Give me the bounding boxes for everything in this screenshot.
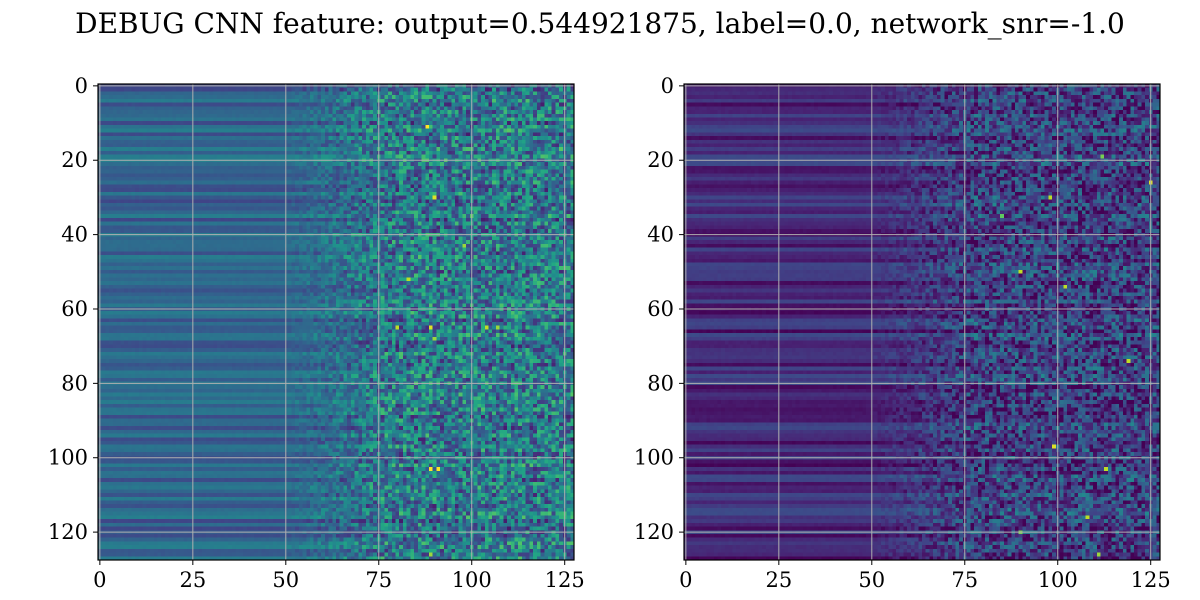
x-tick-label: 25 xyxy=(765,568,792,592)
y-tick-label: 0 xyxy=(75,74,88,98)
figure-title: DEBUG CNN feature: output=0.544921875, l… xyxy=(75,7,1125,40)
x-tick-label: 125 xyxy=(545,568,585,592)
y-tick-label: 80 xyxy=(61,371,88,395)
heatmap-right: 0 25 50 75 100 125 0 20 40 60 80 100 120 xyxy=(634,74,1171,592)
y-tick-label: 80 xyxy=(647,371,674,395)
y-tick-label: 60 xyxy=(647,297,674,321)
x-tick-label: 50 xyxy=(858,568,885,592)
x-tick-label: 25 xyxy=(179,568,206,592)
y-tick-label: 100 xyxy=(48,446,88,470)
y-tick-label: 20 xyxy=(647,148,674,172)
y-tick-label: 40 xyxy=(647,223,674,247)
axes-frame xyxy=(683,83,1161,561)
heatmap-panel-right: 0 25 50 75 100 125 0 20 40 60 80 100 120 xyxy=(586,0,1186,600)
x-tick-label: 50 xyxy=(272,568,299,592)
heatmap-left: 0 25 50 75 100 125 0 20 40 60 80 100 120 xyxy=(48,74,585,592)
x-tick-label: 75 xyxy=(951,568,978,592)
x-tick-label: 100 xyxy=(452,568,492,592)
heatmap-image xyxy=(98,84,574,560)
y-tick-label: 60 xyxy=(61,297,88,321)
y-tick-label: 120 xyxy=(48,520,88,544)
y-tick-label: 20 xyxy=(61,148,88,172)
axes-frame xyxy=(97,83,575,561)
y-tick-label: 100 xyxy=(634,446,674,470)
x-tick-label: 0 xyxy=(679,568,692,592)
x-tick-label: 125 xyxy=(1131,568,1171,592)
x-tick-label: 75 xyxy=(365,568,392,592)
y-tick-label: 0 xyxy=(661,74,674,98)
y-tick-label: 120 xyxy=(634,520,674,544)
y-tick-label: 40 xyxy=(61,223,88,247)
x-tick-label: 0 xyxy=(93,568,106,592)
x-tick-label: 100 xyxy=(1038,568,1078,592)
heatmap-image xyxy=(684,84,1160,560)
heatmap-panel-left: 0 25 50 75 100 125 0 20 40 60 80 100 120 xyxy=(48,74,585,592)
